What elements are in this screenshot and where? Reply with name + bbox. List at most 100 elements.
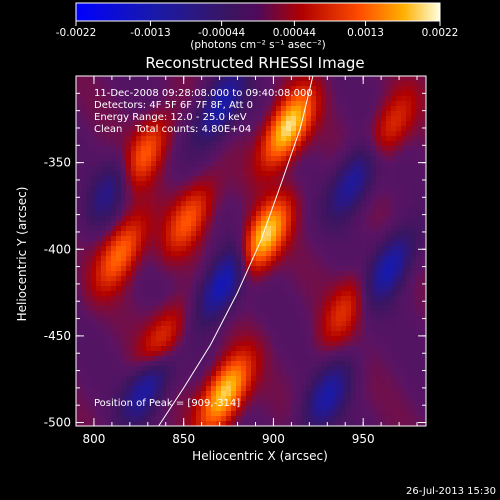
heatmap-cell [416,291,422,297]
heatmap-cell [81,126,87,132]
heatmap-cell [76,321,82,327]
heatmap-cell [321,131,327,137]
heatmap-cell [226,421,232,426]
heatmap-cell [226,81,232,87]
heatmap-cell [301,246,307,252]
heatmap-cell [286,211,292,217]
heatmap-cell [301,96,307,102]
heatmap-cell [366,166,372,172]
heatmap-cell [376,251,382,257]
heatmap-cell [316,176,322,182]
heatmap-cell [341,141,347,147]
heatmap-cell [186,211,192,217]
heatmap-cell [196,286,202,292]
heatmap-cell [226,191,232,197]
heatmap-cell [391,306,397,312]
heatmap-cell [236,166,242,172]
heatmap-cell [86,251,92,257]
heatmap-cell [171,406,177,412]
heatmap-cell [381,151,387,157]
heatmap-cell [336,346,342,352]
heatmap-cell [251,121,257,127]
heatmap-cell [321,351,327,357]
heatmap-cell [361,376,367,382]
heatmap-cell [296,321,302,327]
heatmap-cell [321,341,327,347]
heatmap-cell [166,166,172,172]
heatmap-cell [291,106,297,112]
heatmap-cell [136,181,142,187]
heatmap-cell [96,216,102,222]
heatmap-cell [326,116,332,122]
heatmap-cell [276,181,282,187]
heatmap-cell [256,101,262,107]
heatmap-cell [386,411,392,417]
heatmap-cell [366,271,372,277]
heatmap-cell [291,191,297,197]
heatmap-cell [161,336,167,342]
heatmap-cell [176,146,182,152]
heatmap-cell [226,316,232,322]
heatmap-cell [211,231,217,237]
heatmap-cell [271,241,277,247]
heatmap-cell [256,366,262,372]
heatmap-cell [141,376,147,382]
heatmap-cell [366,411,372,417]
heatmap-cell [211,81,217,87]
heatmap-cell [116,301,122,307]
heatmap-cell [156,271,162,277]
heatmap-cell [176,391,182,397]
heatmap-cell [201,246,207,252]
heatmap-cell [421,96,426,102]
heatmap-cell [146,306,152,312]
heatmap-cell [171,206,177,212]
heatmap-cell [351,316,357,322]
heatmap-cell [381,176,387,182]
heatmap-cell [241,81,247,87]
heatmap-cell [366,281,372,287]
heatmap-cell [151,336,157,342]
heatmap-cell [111,341,117,347]
heatmap-cell [251,296,257,302]
heatmap-cell [216,191,222,197]
heatmap-cell [171,261,177,267]
heatmap-cell [296,411,302,417]
heatmap-cell [171,351,177,357]
heatmap-cell [326,86,332,92]
heatmap-cell [371,231,377,237]
heatmap-cell [101,156,107,162]
heatmap-cell [306,101,312,107]
heatmap-cell [151,241,157,247]
heatmap-cell [81,376,87,382]
heatmap-cell [256,136,262,142]
heatmap-cell [206,336,212,342]
heatmap-cell [81,151,87,157]
heatmap-cell [86,151,92,157]
heatmap-cell [326,386,332,392]
heatmap-cell [256,386,262,392]
heatmap-cell [121,356,127,362]
heatmap-cell [281,106,287,112]
heatmap-cell [406,91,412,97]
heatmap-cell [251,181,257,187]
heatmap-cell [161,151,167,157]
heatmap-cell [96,101,102,107]
heatmap-cell [116,221,122,227]
heatmap-cell [81,171,87,177]
heatmap-cell [211,381,217,387]
heatmap-cell [286,231,292,237]
heatmap-cell [216,111,222,117]
heatmap-cell [121,206,127,212]
heatmap-cell [146,286,152,292]
heatmap-cell [116,256,122,262]
heatmap-cell [141,351,147,357]
heatmap-cell [246,286,252,292]
heatmap-cell [241,256,247,262]
heatmap-cell [286,256,292,262]
heatmap-cell [251,341,257,347]
heatmap-cell [201,341,207,347]
heatmap-cell [141,191,147,197]
heatmap-cell [106,131,112,137]
heatmap-cell [326,406,332,412]
heatmap-cell [151,76,157,82]
